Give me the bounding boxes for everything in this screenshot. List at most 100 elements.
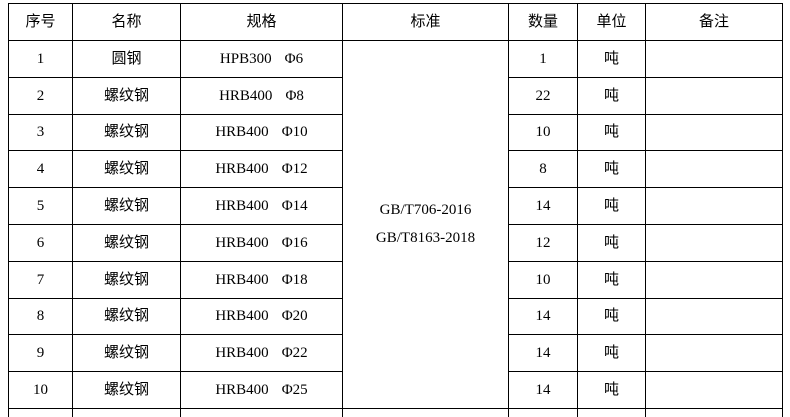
standard-line-1: GB/T706-2016	[379, 202, 472, 219]
cell-spec: HRB400 Φ14	[180, 187, 343, 225]
table-row: 6 螺纹钢 HRB400 Φ16 12 吨	[8, 223, 783, 262]
spec-grade: HRB400	[219, 87, 273, 104]
cell-name: 螺纹钢	[72, 223, 181, 262]
cell-remark	[645, 150, 783, 189]
table-row: 1 圆钢 HPB300 Φ6 GB/T706-2016 GB/T8163-2018 1 吨	[8, 40, 783, 409]
spec-grade: HRB400	[215, 198, 269, 215]
cell-qty: 14	[508, 371, 578, 409]
cell-unit: 吨	[577, 223, 646, 262]
cell-name: 螺纹钢	[72, 76, 181, 115]
cell-unit: 吨	[577, 334, 646, 373]
table-row: 2 螺纹钢 HRB400 Φ8 22 吨	[8, 76, 783, 115]
cell-qty: 1	[508, 40, 578, 78]
cell-qty: 14	[508, 297, 578, 336]
cell-spec: HRB400 Φ12	[180, 150, 343, 189]
spec-size: Φ16	[281, 234, 308, 251]
cell-remark	[645, 76, 783, 115]
cell-empty	[645, 407, 783, 417]
table-row: 4 螺纹钢 HRB400 Φ12 8 吨	[8, 150, 783, 189]
spec-size: Φ10	[281, 124, 308, 141]
cell-qty: 22	[508, 76, 578, 115]
spec-grade: HRB400	[215, 345, 269, 362]
cell-no: 9	[8, 334, 73, 373]
cell-remark	[645, 187, 783, 225]
cell-spec: HRB400 Φ20	[180, 297, 343, 336]
spec-grade: HRB400	[215, 234, 269, 251]
cell-empty	[180, 407, 343, 417]
table-row: 9 螺纹钢 HRB400 Φ22 14 吨	[8, 334, 783, 373]
cell-remark	[645, 40, 783, 78]
materials-table: 序号 名称 规格 标准 数量 单位 备注 1 圆钢 HPB300 Φ6 GB/T706-…	[8, 3, 783, 417]
cell-no: 8	[8, 297, 73, 336]
cell-spec: HRB400 Φ10	[180, 113, 343, 152]
cell-unit: 吨	[577, 150, 646, 189]
cell-remark	[645, 371, 783, 409]
cell-qty: 10	[508, 260, 578, 299]
cell-remark	[645, 223, 783, 262]
cell-no: 7	[8, 260, 73, 299]
cell-qty: 14	[508, 187, 578, 225]
spec-size: Φ18	[281, 271, 308, 288]
spec-grade: HRB400	[215, 161, 269, 178]
header-no: 序号	[8, 3, 73, 41]
spec-size: Φ12	[281, 161, 308, 178]
cell-no: 4	[8, 150, 73, 189]
spec-size: Φ6	[284, 50, 304, 67]
cell-unit: 吨	[577, 76, 646, 115]
spec-grade: HRB400	[215, 124, 269, 141]
cell-unit: 吨	[577, 187, 646, 225]
cell-name: 螺纹钢	[72, 187, 181, 225]
cell-remark	[645, 113, 783, 152]
cell-remark	[645, 297, 783, 336]
cell-name: 螺纹钢	[72, 113, 181, 152]
cell-no: 5	[8, 187, 73, 225]
cell-empty	[577, 407, 646, 417]
cell-name: 螺纹钢	[72, 371, 181, 409]
cell-qty: 12	[508, 223, 578, 262]
spec-grade: HPB300	[219, 50, 272, 67]
header-standard: 标准	[342, 3, 509, 41]
cell-unit: 吨	[577, 40, 646, 78]
spec-size: Φ25	[281, 382, 308, 399]
cell-spec: HRB400 Φ16	[180, 223, 343, 262]
cell-qty: 8	[508, 150, 578, 189]
cell-empty	[342, 407, 509, 417]
standard-line-2: GB/T8163-2018	[375, 230, 476, 247]
cell-name: 螺纹钢	[72, 334, 181, 373]
table-row: 7 螺纹钢 HRB400 Φ18 10 吨	[8, 260, 783, 299]
cell-unit: 吨	[577, 260, 646, 299]
spec-size: Φ20	[281, 308, 308, 325]
table-container: 序号 名称 规格 标准 数量 单位 备注 1 圆钢 HPB300 Φ6 GB/T706-…	[8, 3, 784, 417]
spec-grade: HRB400	[215, 271, 269, 288]
table-row: 3 螺纹钢 HRB400 Φ10 10 吨	[8, 113, 783, 152]
cell-qty: 14	[508, 334, 578, 373]
cell-no: 1	[8, 40, 73, 78]
cell-standard-merged: GB/T706-2016 GB/T8163-2018	[342, 40, 509, 409]
table-header: 序号 名称 规格 标准 数量 单位 备注	[8, 3, 783, 41]
cell-remark	[645, 334, 783, 373]
cell-name: 螺纹钢	[72, 260, 181, 299]
cell-empty	[72, 407, 181, 417]
spec-size: Φ8	[285, 87, 304, 104]
cell-spec: HRB400 Φ25	[180, 371, 343, 409]
header-unit: 单位	[577, 3, 646, 41]
cell-name: 螺纹钢	[72, 150, 181, 189]
cell-name: 圆钢	[72, 40, 181, 78]
cell-spec: HRB400 Φ8	[180, 76, 343, 115]
header-remark: 备注	[645, 3, 783, 41]
spec-grade: HRB400	[215, 308, 269, 325]
header-row: 序号 名称 规格 标准 数量 单位 备注	[8, 3, 783, 41]
header-qty: 数量	[508, 3, 578, 41]
table-row-partial	[8, 407, 783, 417]
table-row: 10 螺纹钢 HRB400 Φ25 14 吨	[8, 371, 783, 409]
cell-empty	[8, 407, 73, 417]
cell-unit: 吨	[577, 113, 646, 152]
cell-qty: 10	[508, 113, 578, 152]
cell-no: 2	[8, 76, 73, 115]
cell-no: 10	[8, 371, 73, 409]
cell-remark	[645, 260, 783, 299]
spec-size: Φ22	[281, 345, 308, 362]
cell-spec: HPB300 Φ6	[180, 40, 343, 78]
cell-no: 3	[8, 113, 73, 152]
